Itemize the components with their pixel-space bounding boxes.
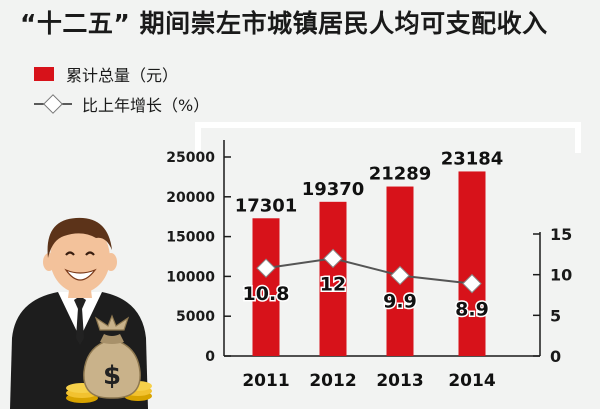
left-tick-label: 5000 (176, 309, 215, 325)
right-tick-label: 15 (550, 225, 572, 244)
x-tick-label: 2012 (309, 371, 356, 391)
growth-value-label: 12 (320, 273, 346, 295)
right-tick-label: 0 (550, 347, 561, 366)
bar-value-label: 21289 (369, 164, 432, 185)
growth-point-2013 (390, 265, 410, 286)
growth-value-label: 10.8 (243, 283, 290, 305)
bar-2011 (252, 218, 280, 356)
right-tick-label: 5 (550, 306, 561, 325)
left-tick-label: 10000 (166, 269, 215, 285)
bar-value-label: 17301 (235, 195, 298, 216)
left-tick-label: 25000 (166, 150, 215, 166)
growth-point-2012 (323, 248, 343, 269)
legend-line-label: 比上年增长（%） (82, 96, 210, 115)
x-tick-label: 2013 (376, 371, 423, 391)
legend-item-bar: 累计总量（元） (34, 63, 178, 85)
x-tick-label: 2014 (448, 371, 495, 391)
left-tick-label: 20000 (166, 190, 215, 206)
dollar-sign: $ (103, 361, 121, 391)
growth-point-2011 (256, 258, 276, 278)
chart-title: “十二五” 期间崇左市城镇居民人均可支配收入 (20, 9, 548, 38)
bar-value-label: 19370 (302, 179, 365, 200)
money-bag-illustration: $ (66, 314, 152, 403)
growth-value-label: 9.9 (383, 290, 417, 312)
legend-bar-label: 累计总量（元） (66, 66, 179, 85)
legend-line-marker-icon (34, 94, 72, 114)
bar-value-label: 23184 (441, 148, 504, 169)
legend-bar-swatch (34, 67, 54, 81)
x-tick-label: 2011 (242, 371, 289, 391)
right-tick-label: 10 (550, 266, 572, 285)
bar-2012 (319, 201, 347, 356)
legend-item-line: 比上年增长（%） (34, 93, 209, 115)
growth-line (265, 257, 473, 285)
growth-value-label: 8.9 (455, 299, 489, 321)
left-tick-label: 0 (205, 349, 215, 365)
bar-2014 (458, 171, 486, 356)
growth-point-2014 (462, 273, 482, 294)
chart-frame (195, 122, 581, 153)
left-tick-label: 15000 (166, 230, 215, 246)
